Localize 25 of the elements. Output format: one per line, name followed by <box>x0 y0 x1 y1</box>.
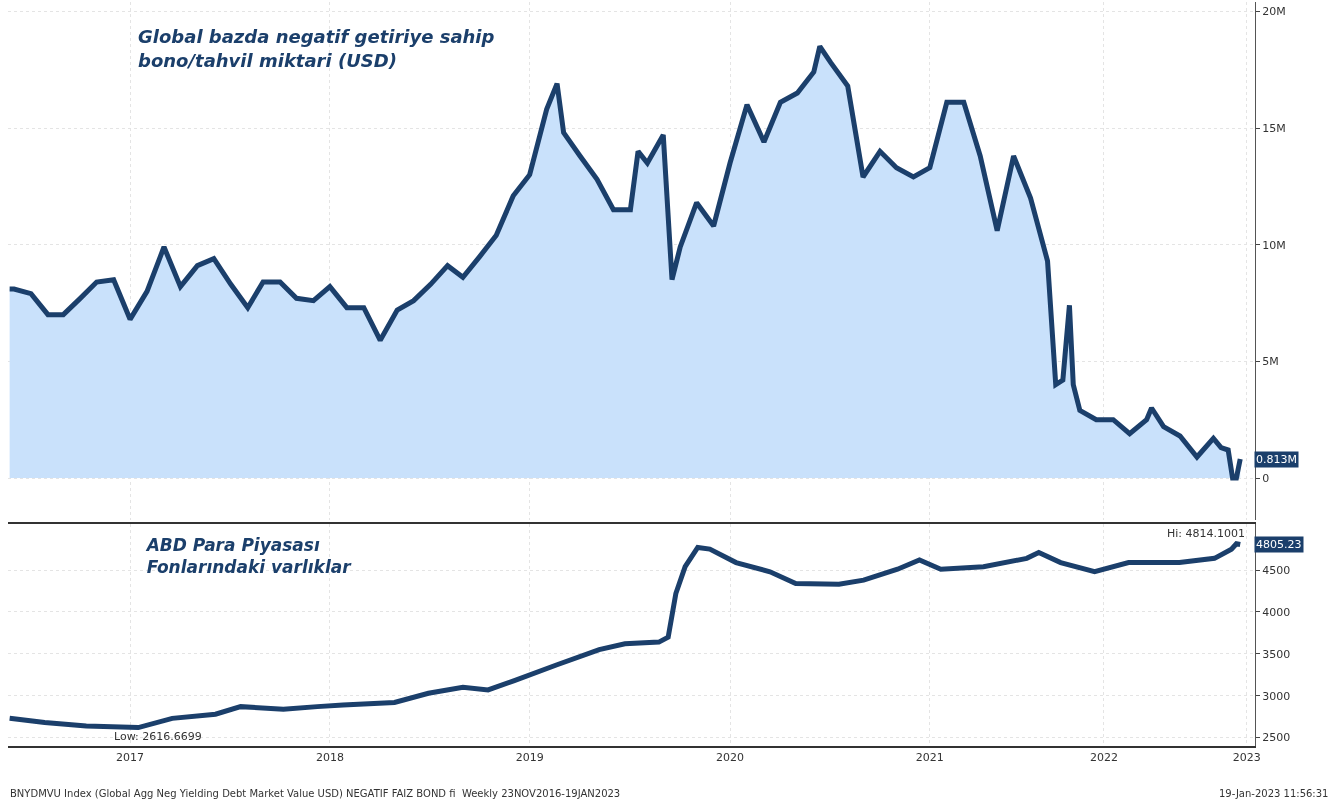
x-tick-label: 2019 <box>515 751 544 765</box>
x-tick-label: 2022 <box>1089 751 1118 765</box>
y-tick-label: 3500 <box>1262 647 1291 661</box>
annotation: Hi: 4814.1001 <box>1167 527 1246 540</box>
text: 19-Jan-2023 11:56:31 <box>1219 788 1329 799</box>
annotation: Low: 2616.6699 <box>114 730 202 743</box>
y-tick-label: 4000 <box>1262 605 1291 619</box>
y-tick-label: 15M <box>1262 121 1286 135</box>
y-tick-label: 0 <box>1262 471 1270 485</box>
text: BNYDMVU Index (Global Agg Neg Yielding Debt Market Value USD) NEGATIF FAIZ BOND fi Weekly 23NOV2016-19JAN2023 <box>10 788 621 799</box>
y-tick-label: 4500 <box>1262 563 1291 577</box>
annotation: 0.813M <box>1256 453 1297 466</box>
x-tick-label: 2018 <box>315 751 344 765</box>
x-tick-label: 2020 <box>716 751 745 765</box>
y-tick-label: 5M <box>1262 355 1279 369</box>
text: ABD Para Piyasası Fonlarındaki varlıklar <box>144 534 353 577</box>
x-tick-label: 2023 <box>1232 751 1261 765</box>
annotation: 4805.23 <box>1256 538 1302 551</box>
y-tick-label: 20M <box>1262 5 1286 19</box>
y-tick-label: 2500 <box>1262 731 1291 745</box>
x-tick-label: 2021 <box>915 751 944 765</box>
text: Global bazda negatif getiriye sahip bono/tahvil miktari (USD) <box>138 26 495 71</box>
y-tick-label: 3000 <box>1262 689 1291 703</box>
x-tick-label: 2017 <box>116 751 145 765</box>
y-tick-label: 10M <box>1262 238 1286 252</box>
